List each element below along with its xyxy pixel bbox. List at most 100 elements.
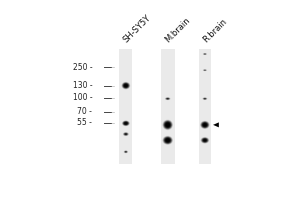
- Ellipse shape: [165, 97, 170, 100]
- Ellipse shape: [122, 121, 129, 126]
- Ellipse shape: [203, 123, 206, 126]
- Ellipse shape: [163, 120, 172, 129]
- Ellipse shape: [200, 137, 209, 144]
- Ellipse shape: [167, 124, 169, 126]
- Ellipse shape: [204, 139, 206, 141]
- Ellipse shape: [123, 83, 129, 88]
- Ellipse shape: [125, 123, 127, 124]
- Ellipse shape: [167, 139, 169, 141]
- Ellipse shape: [124, 151, 127, 153]
- Ellipse shape: [124, 122, 127, 125]
- Ellipse shape: [124, 122, 128, 125]
- Ellipse shape: [123, 121, 129, 125]
- Ellipse shape: [166, 139, 169, 142]
- Ellipse shape: [203, 53, 206, 55]
- Text: 250 -: 250 -: [73, 63, 92, 72]
- Ellipse shape: [202, 123, 207, 127]
- Ellipse shape: [166, 98, 170, 100]
- Ellipse shape: [123, 132, 128, 136]
- Ellipse shape: [202, 122, 208, 127]
- Ellipse shape: [166, 123, 170, 127]
- Ellipse shape: [203, 98, 207, 100]
- Ellipse shape: [125, 134, 127, 135]
- Ellipse shape: [125, 133, 127, 135]
- Ellipse shape: [123, 121, 129, 126]
- Ellipse shape: [204, 98, 206, 99]
- Ellipse shape: [203, 69, 207, 71]
- Ellipse shape: [201, 137, 209, 143]
- Ellipse shape: [166, 98, 169, 100]
- Ellipse shape: [167, 98, 169, 99]
- Ellipse shape: [125, 151, 126, 152]
- Ellipse shape: [203, 98, 206, 100]
- Ellipse shape: [124, 151, 127, 153]
- Ellipse shape: [204, 53, 206, 55]
- Ellipse shape: [204, 124, 206, 126]
- Ellipse shape: [203, 139, 207, 142]
- Ellipse shape: [166, 98, 169, 99]
- Text: M.brain: M.brain: [164, 16, 192, 45]
- Ellipse shape: [164, 137, 171, 143]
- Ellipse shape: [124, 133, 127, 135]
- Ellipse shape: [163, 136, 172, 144]
- Ellipse shape: [124, 133, 128, 135]
- Ellipse shape: [124, 151, 127, 153]
- Ellipse shape: [204, 124, 206, 126]
- Ellipse shape: [125, 85, 127, 87]
- Polygon shape: [213, 122, 219, 127]
- Ellipse shape: [122, 120, 130, 126]
- Ellipse shape: [125, 151, 127, 152]
- Ellipse shape: [200, 121, 209, 129]
- Ellipse shape: [123, 132, 129, 136]
- Ellipse shape: [163, 120, 172, 130]
- Ellipse shape: [124, 84, 127, 87]
- Ellipse shape: [124, 133, 128, 136]
- Ellipse shape: [124, 84, 128, 87]
- Ellipse shape: [201, 121, 209, 128]
- Ellipse shape: [165, 138, 170, 143]
- Ellipse shape: [125, 151, 127, 152]
- Ellipse shape: [203, 53, 207, 55]
- Ellipse shape: [201, 122, 208, 128]
- Ellipse shape: [122, 82, 130, 89]
- Ellipse shape: [166, 123, 169, 127]
- Ellipse shape: [124, 150, 128, 153]
- Ellipse shape: [202, 138, 208, 142]
- Ellipse shape: [200, 121, 210, 129]
- Ellipse shape: [122, 121, 130, 126]
- Ellipse shape: [204, 70, 206, 71]
- Ellipse shape: [167, 98, 168, 99]
- Text: SH-SY5Y: SH-SY5Y: [122, 14, 153, 45]
- Ellipse shape: [165, 122, 171, 128]
- Ellipse shape: [203, 53, 206, 55]
- Ellipse shape: [122, 83, 129, 89]
- Ellipse shape: [121, 82, 130, 90]
- Ellipse shape: [123, 83, 128, 88]
- Text: 130 -: 130 -: [73, 81, 92, 90]
- Text: 55 -: 55 -: [77, 118, 92, 127]
- Ellipse shape: [124, 122, 128, 125]
- Bar: [199, 49, 211, 164]
- Ellipse shape: [203, 98, 207, 100]
- Ellipse shape: [167, 124, 169, 126]
- Ellipse shape: [124, 151, 128, 153]
- Ellipse shape: [166, 98, 170, 100]
- Ellipse shape: [167, 140, 169, 141]
- Bar: [119, 49, 132, 164]
- Ellipse shape: [203, 123, 207, 127]
- Ellipse shape: [204, 70, 206, 71]
- Ellipse shape: [166, 138, 170, 142]
- Ellipse shape: [122, 82, 130, 89]
- Ellipse shape: [164, 121, 171, 128]
- Ellipse shape: [162, 120, 173, 130]
- Ellipse shape: [203, 139, 206, 141]
- Ellipse shape: [164, 137, 172, 144]
- Ellipse shape: [203, 139, 207, 142]
- Text: 70 -: 70 -: [77, 107, 92, 116]
- Ellipse shape: [203, 53, 207, 55]
- Ellipse shape: [167, 98, 169, 99]
- Ellipse shape: [204, 98, 206, 99]
- Ellipse shape: [167, 98, 168, 99]
- Ellipse shape: [163, 136, 172, 145]
- Text: R.brain: R.brain: [201, 17, 228, 45]
